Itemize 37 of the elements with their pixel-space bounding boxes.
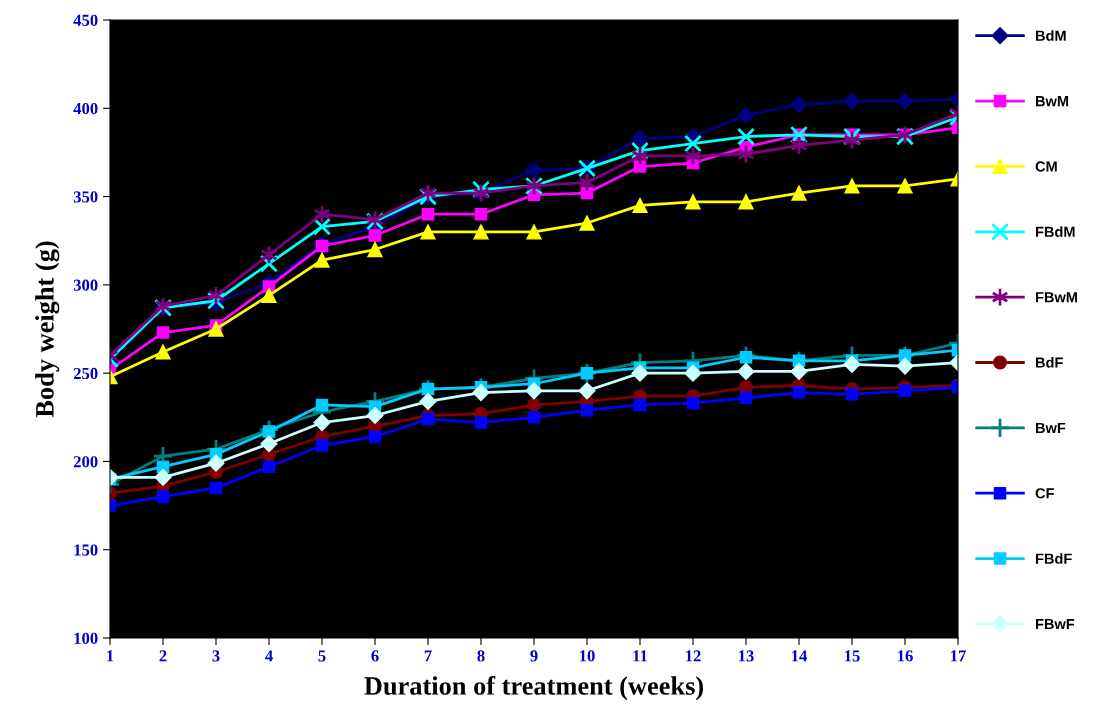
legend-label: CM (1035, 161, 1057, 172)
legend-label: FBdF (1036, 553, 1072, 564)
x-tick-label: 7 (424, 650, 432, 662)
x-axis-title: Duration of treatment (weeks) (364, 676, 703, 701)
x-tick-label: 5 (318, 650, 326, 662)
legend-label: BdM (1036, 30, 1066, 41)
x-tick-label: 12 (686, 650, 701, 662)
y-tick-label: 450 (73, 14, 98, 26)
legend-label: CF (1035, 488, 1054, 499)
x-tick-label: 1 (107, 650, 114, 662)
x-tick-label: 13 (739, 650, 754, 662)
y-tick-label: 250 (73, 367, 98, 380)
legend-label: FBwM (1036, 292, 1077, 303)
y-tick-label: 300 (73, 279, 98, 291)
legend-label: BwM (1036, 96, 1069, 107)
y-tick-label: 350 (73, 191, 98, 203)
legend-label: FBdM (1036, 226, 1075, 238)
x-tick-label: 4 (265, 650, 273, 662)
x-tick-label: 2 (159, 650, 167, 662)
y-tick-label: 200 (73, 456, 98, 468)
legend-label: BwF (1036, 422, 1066, 433)
x-tick-label: 14 (792, 650, 808, 662)
x-tick-label: 17 (951, 650, 966, 662)
x-tick-label: 16 (898, 650, 913, 662)
x-tick-label: 11 (633, 650, 648, 662)
x-tick-label: 15 (845, 650, 860, 662)
x-tick-label: 8 (477, 650, 485, 662)
x-tick-label: 10 (580, 650, 595, 662)
y-tick-label: 100 (74, 632, 98, 644)
y-tick-label: 150 (74, 544, 98, 556)
x-tick-label: 3 (212, 650, 220, 662)
x-tick-label: 6 (371, 650, 379, 662)
legend-label: BdF (1036, 357, 1063, 368)
x-tick-label: 9 (530, 650, 538, 662)
y-axis-title: Body weight (g) (35, 241, 60, 418)
y-tick-label: 400 (73, 102, 98, 115)
legend-label: FBwF (1036, 619, 1075, 630)
